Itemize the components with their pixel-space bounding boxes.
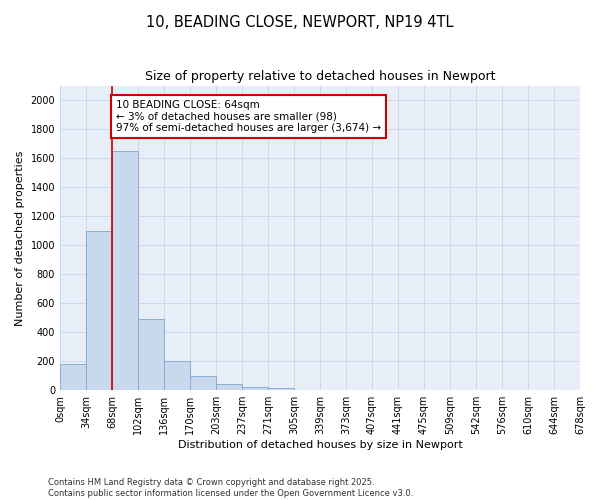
X-axis label: Distribution of detached houses by size in Newport: Distribution of detached houses by size …	[178, 440, 463, 450]
Bar	[242, 388, 268, 390]
Bar	[268, 388, 294, 390]
Bar	[138, 319, 164, 390]
Bar	[190, 376, 216, 390]
Bar	[164, 361, 190, 390]
Bar	[112, 151, 138, 390]
Bar	[86, 230, 112, 390]
Bar	[216, 384, 242, 390]
Text: Contains HM Land Registry data © Crown copyright and database right 2025.
Contai: Contains HM Land Registry data © Crown c…	[48, 478, 413, 498]
Text: 10, BEADING CLOSE, NEWPORT, NP19 4TL: 10, BEADING CLOSE, NEWPORT, NP19 4TL	[146, 15, 454, 30]
Title: Size of property relative to detached houses in Newport: Size of property relative to detached ho…	[145, 70, 495, 83]
Y-axis label: Number of detached properties: Number of detached properties	[15, 150, 25, 326]
Text: 10 BEADING CLOSE: 64sqm
← 3% of detached houses are smaller (98)
97% of semi-det: 10 BEADING CLOSE: 64sqm ← 3% of detached…	[116, 100, 381, 134]
Bar	[60, 364, 86, 390]
